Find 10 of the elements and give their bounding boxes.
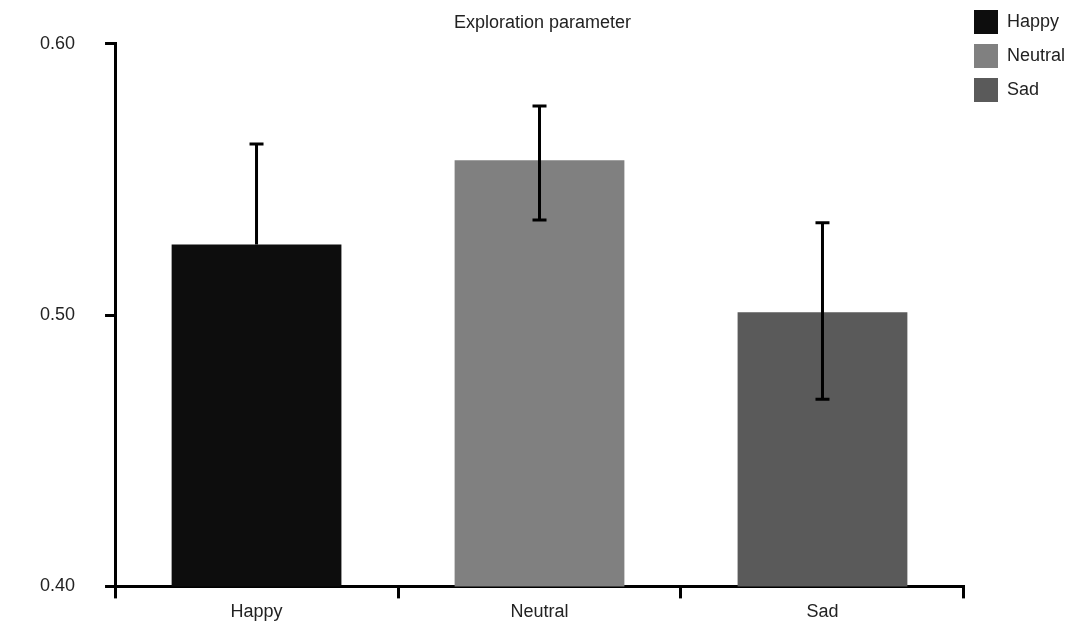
legend-label: Happy — [1006, 10, 1060, 31]
y-tick-label: 0.50 — [39, 303, 76, 324]
legend-label: Neutral — [1006, 44, 1066, 65]
x-tick-label: Neutral — [510, 601, 569, 622]
chart-title: Exploration parameter — [453, 11, 632, 32]
x-tick-label: Happy — [230, 601, 283, 622]
x-tick-label: Sad — [806, 601, 839, 622]
legend-label: Sad — [1006, 78, 1040, 99]
y-tick-label: 0.60 — [39, 32, 76, 53]
y-tick-label: 0.40 — [39, 575, 76, 596]
